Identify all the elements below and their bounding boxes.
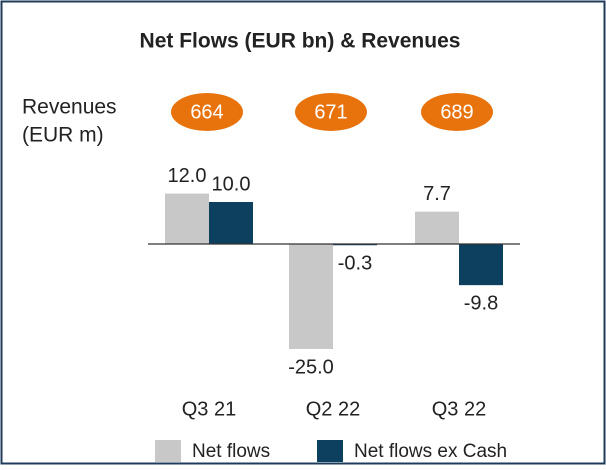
data-label: -0.3 <box>338 253 372 275</box>
legend-swatch <box>155 440 181 462</box>
bar <box>333 244 377 246</box>
revenue-label: 664 <box>190 101 223 123</box>
revenue-label: 689 <box>440 101 473 123</box>
bar <box>415 211 459 244</box>
chart-title: Net Flows (EUR bn) & Revenues <box>140 30 461 53</box>
x-tick-label: Q3 21 <box>182 398 236 420</box>
legend-label: Net flows <box>192 441 270 462</box>
revenues-label: Revenues <box>22 96 117 119</box>
bar <box>289 244 333 349</box>
x-tick-label: Q2 22 <box>306 398 360 420</box>
x-tick-label: Q3 22 <box>432 398 486 420</box>
revenues-label: (EUR m) <box>22 124 104 147</box>
revenue-badge <box>295 93 367 131</box>
data-label: 10.0 <box>212 173 251 195</box>
revenue-label: 671 <box>314 101 347 123</box>
bar <box>209 202 253 244</box>
revenue-badge <box>171 93 243 131</box>
data-label: 7.7 <box>423 183 451 205</box>
legend-swatch <box>317 440 343 462</box>
legend-label: Net flows ex Cash <box>354 441 507 462</box>
data-label: -25.0 <box>288 356 334 378</box>
bar <box>165 193 209 244</box>
data-label: -9.8 <box>464 292 498 314</box>
data-label: 12.0 <box>168 165 207 187</box>
bar <box>459 244 503 286</box>
revenue-badge <box>421 93 493 131</box>
